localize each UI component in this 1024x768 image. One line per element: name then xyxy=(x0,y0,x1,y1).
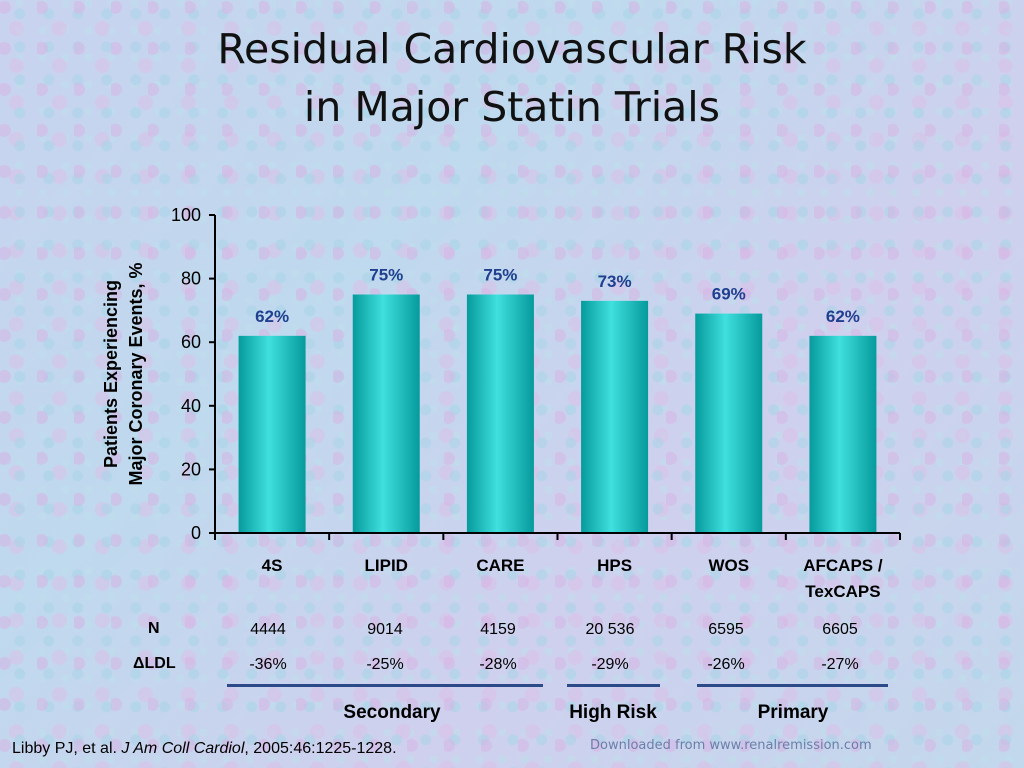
primary-bracket xyxy=(697,684,888,687)
data-label-0: 62% xyxy=(255,307,289,326)
group-label-primary: Primary xyxy=(757,702,829,723)
high-risk-bracket xyxy=(567,684,660,687)
citation-journal: J Am Coll Cardiol xyxy=(121,740,245,757)
bar-2 xyxy=(466,294,534,533)
bar-0 xyxy=(238,335,306,533)
y-axis-title-line-2: Major Coronary Events, % xyxy=(126,262,146,485)
ldl-value-afcaps: -27% xyxy=(821,656,859,673)
y-tick-label-0: 0 xyxy=(191,523,201,543)
data-label-2: 75% xyxy=(483,266,517,285)
ldl-row-label: ΔLDL xyxy=(133,655,176,673)
ldl-value-care: -28% xyxy=(479,656,517,673)
citation: Libby PJ, et al. J Am Coll Cardiol, 2005… xyxy=(12,740,397,758)
n-value-4s: 4444 xyxy=(250,621,286,638)
y-tick-label-40: 40 xyxy=(181,396,201,416)
group-label-secondary: Secondary xyxy=(343,702,441,723)
category-label-4: WOS xyxy=(708,556,749,575)
title-line-1: Residual Cardiovascular Risk xyxy=(217,25,807,73)
data-label-3: 73% xyxy=(598,272,632,291)
citation-authors: Libby PJ, et al. xyxy=(12,740,122,757)
title-line-2: in Major Statin Trials xyxy=(303,83,721,131)
delta-symbol: Δ xyxy=(133,655,145,672)
n-value-care: 4159 xyxy=(480,621,516,638)
ldl-label-text: LDL xyxy=(144,655,176,672)
data-label-5: 62% xyxy=(826,307,860,326)
y-tick-label-60: 60 xyxy=(181,332,201,352)
bar-1 xyxy=(352,294,420,533)
category-label-5-line-1: TexCAPS xyxy=(805,582,880,601)
secondary-bracket xyxy=(227,684,543,687)
watermark: Downloaded from www.renalremission.com xyxy=(590,738,872,753)
ldl-value-wos: -26% xyxy=(707,656,745,673)
data-label-4: 69% xyxy=(712,285,746,304)
n-value-afcaps: 6605 xyxy=(822,621,858,638)
ldl-value-4s: -36% xyxy=(249,656,287,673)
n-value-hps: 20 536 xyxy=(585,621,635,638)
bar-4 xyxy=(695,313,763,533)
n-value-lipid: 9014 xyxy=(367,621,403,638)
y-axis-title-line-1: Patients Experiencing xyxy=(101,280,121,468)
data-label-1: 75% xyxy=(369,266,403,285)
group-label-high-risk: High Risk xyxy=(569,702,657,723)
category-label-5: AFCAPS / xyxy=(803,556,883,575)
category-label-0: 4S xyxy=(262,556,283,575)
bar-chart: 62% 4S 75% LIPID 75% CARE 73% HPS 69% WOS 62% AFCAP… xyxy=(101,205,901,601)
category-label-2: CARE xyxy=(476,556,524,575)
y-tick-label-20: 20 xyxy=(181,459,201,479)
ldl-value-lipid: -25% xyxy=(366,656,404,673)
citation-details: , 2005:46:1225-1228. xyxy=(244,740,397,757)
ldl-value-hps: -29% xyxy=(591,656,629,673)
bar-5 xyxy=(809,335,877,533)
category-label-1: LIPID xyxy=(365,556,408,575)
y-tick-label-80: 80 xyxy=(181,269,201,289)
bar-3 xyxy=(581,300,649,533)
slide-title: Residual Cardiovascular Risk in Major St… xyxy=(0,20,1024,136)
y-tick-label-100: 100 xyxy=(171,205,201,225)
n-value-wos: 6595 xyxy=(708,621,744,638)
category-label-3: HPS xyxy=(597,556,632,575)
n-row-label: N xyxy=(148,620,160,637)
